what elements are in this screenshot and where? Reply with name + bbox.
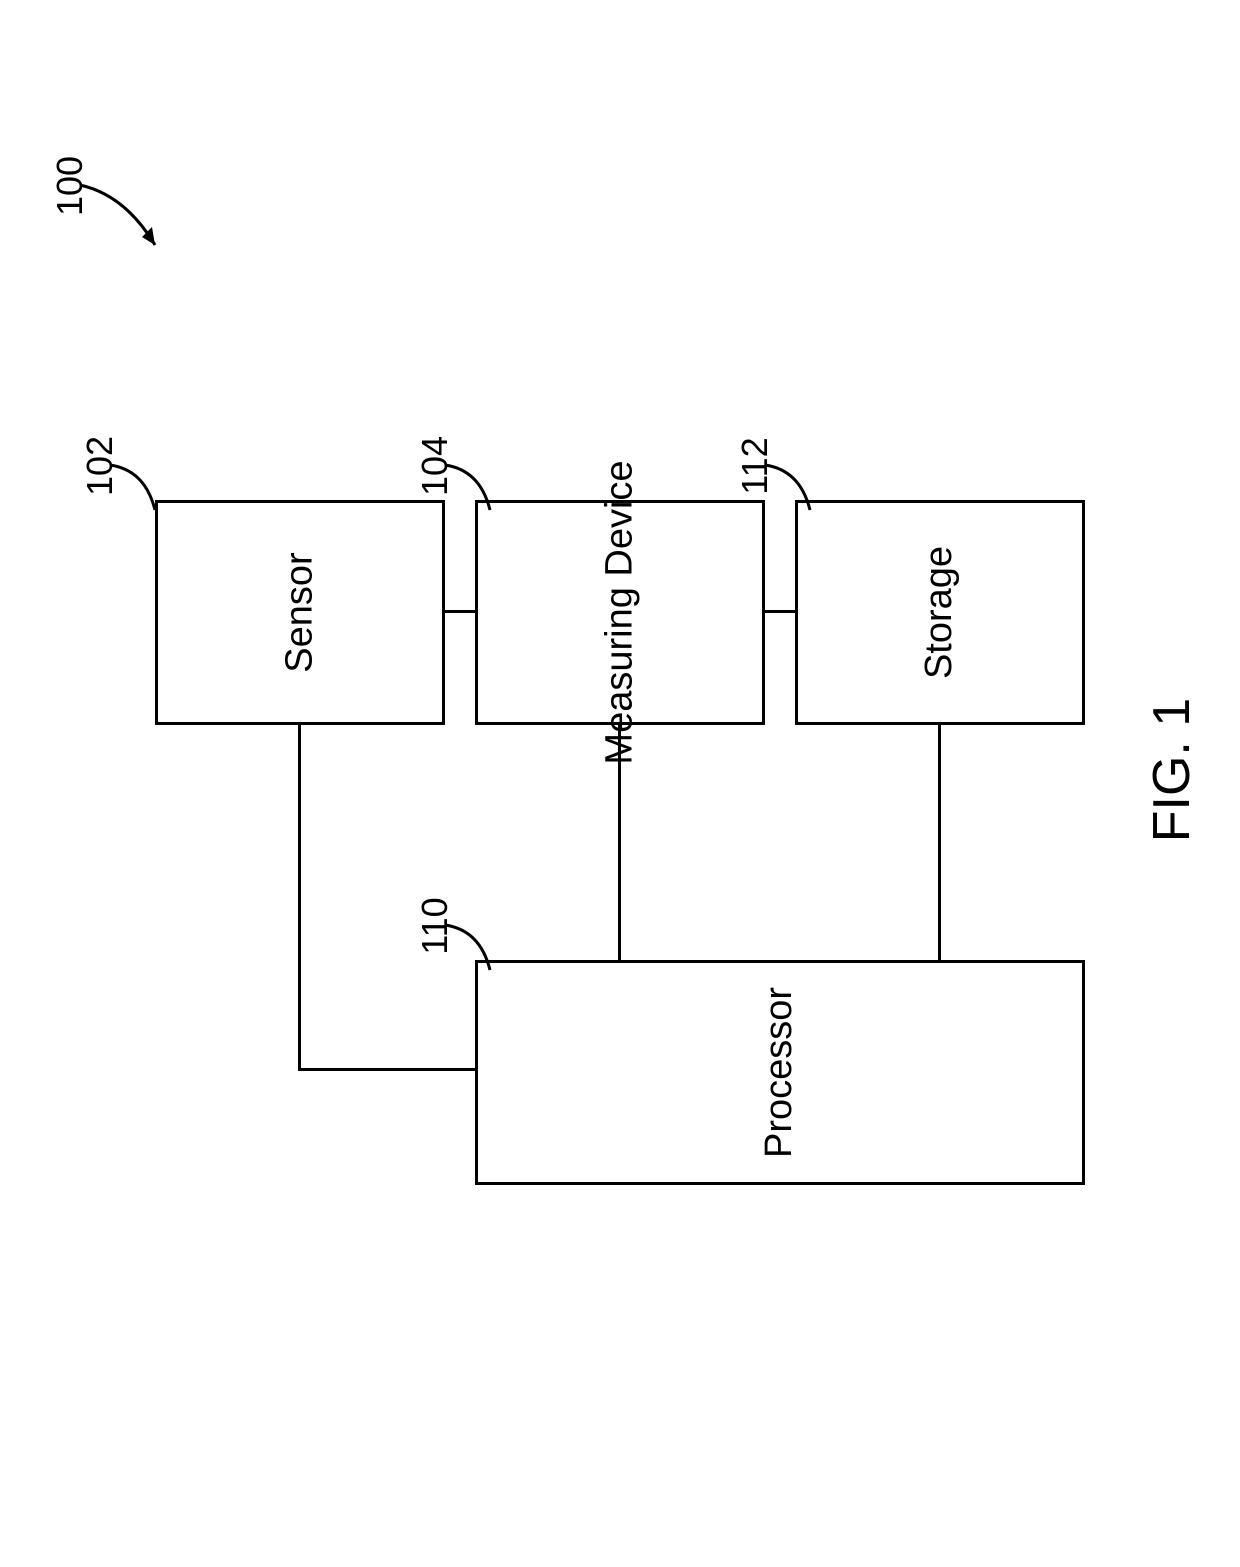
connector-storage-processor [938,725,941,960]
processor-ref-leader [435,920,505,980]
measuring-device-ref-leader [435,460,505,520]
processor-label: Processor [759,987,802,1158]
connector-measuring-processor [618,725,621,960]
connector-sensor-processor-h [298,1068,475,1071]
storage-ref-leader [755,460,825,520]
sensor-box: Sensor [155,500,445,725]
system-ref-arrow [70,175,170,265]
figure-label: FIG. 1 [1142,698,1202,842]
diagram-canvas: Sensor 102 Measuring Device 104 Storage … [0,0,1240,1567]
storage-box: Storage [795,500,1085,725]
measuring-device-label: Measuring Device [599,460,642,764]
storage-label: Storage [919,546,962,679]
sensor-label: Sensor [279,552,322,672]
connector-sensor-processor-v [298,725,301,1070]
measuring-device-box: Measuring Device [475,500,765,725]
sensor-ref-leader [100,460,170,520]
connector-sensor-measuring [445,610,475,613]
connector-measuring-storage [765,610,795,613]
processor-box: Processor [475,960,1085,1185]
